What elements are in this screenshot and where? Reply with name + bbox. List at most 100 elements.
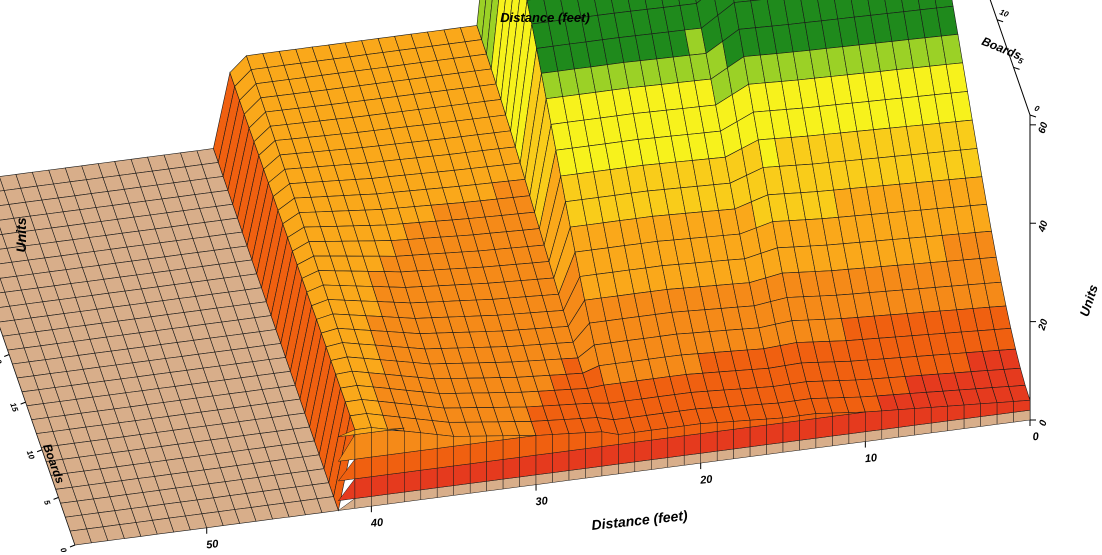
front-face-segment — [651, 427, 669, 441]
front-face-segment — [1013, 400, 1031, 413]
top-boards-tick-label: 10 — [998, 8, 1010, 20]
front-face-segment — [519, 435, 537, 458]
top-boards-tick — [1013, 66, 1020, 70]
left-boards-tick — [53, 496, 59, 500]
front-face-segment — [618, 432, 636, 445]
front-face-segment — [963, 403, 981, 420]
top-boards-tick — [1029, 114, 1037, 118]
bottom-distance-axis-title: Distance (feet) — [591, 507, 689, 533]
front-face-segment — [535, 434, 553, 456]
front-face-segment — [585, 446, 603, 469]
front-face-segment — [568, 448, 586, 471]
front-face-segment — [436, 465, 454, 488]
front-face-segment — [469, 461, 487, 484]
front-face-segment — [634, 429, 652, 443]
top-boards-tick-label: 0 — [1033, 104, 1041, 114]
front-face-segment — [387, 472, 405, 495]
left-boards-tick-label: 10 — [25, 449, 37, 461]
front-face-segment — [996, 401, 1014, 415]
top-distance-axis-title: Distance (feet) — [500, 10, 590, 25]
front-face-segment — [535, 452, 553, 476]
front-face-segment — [387, 452, 405, 475]
bottom-distance-tick-label: 10 — [864, 452, 878, 465]
front-face-segment — [519, 454, 537, 478]
front-face-segment — [716, 429, 734, 452]
right-units-tick-label: 0 — [1038, 418, 1050, 427]
front-face-segment — [568, 432, 586, 452]
left-boards-tick-label: 20 — [0, 353, 3, 366]
left-boards-tick — [69, 544, 76, 548]
top-boards-tick — [996, 19, 1004, 23]
front-face-segment — [601, 431, 619, 447]
front-face-segment — [585, 431, 603, 449]
front-face-segment — [667, 425, 685, 439]
front-face-segment — [371, 430, 389, 458]
front-face-segment — [404, 430, 422, 453]
front-face-segment — [420, 432, 438, 451]
bottom-distance-tick-label: 30 — [535, 495, 549, 508]
front-face-segment — [782, 420, 800, 443]
front-face-segment — [733, 426, 751, 450]
front-face-segment — [371, 454, 389, 477]
front-face-segment — [387, 427, 405, 431]
front-face-segment — [634, 439, 652, 463]
front-face-segment — [930, 405, 948, 424]
front-face-segment — [420, 448, 438, 471]
front-face-segment — [453, 443, 471, 467]
front-face-segment — [700, 431, 718, 454]
front-face-segment — [651, 437, 669, 460]
front-face-segment — [502, 437, 520, 460]
left-boards-tick-label: 15 — [8, 402, 20, 414]
right-units-tick-label: 60 — [1037, 121, 1051, 135]
left-boards-tick — [4, 354, 10, 357]
front-face-segment — [387, 430, 405, 456]
top-boards-tick-label: 5 — [1017, 56, 1025, 66]
front-face-segment — [601, 444, 619, 467]
left-boards-tick — [36, 449, 43, 453]
right-units-tick-label: 20 — [1036, 317, 1050, 332]
front-face-segment — [453, 463, 471, 486]
bottom-distance-tick-label: 50 — [206, 538, 220, 551]
left-units-axis-title: Units — [13, 217, 29, 252]
front-face-segment — [404, 469, 422, 493]
front-face-segment — [354, 456, 372, 480]
front-face-segment — [815, 416, 833, 439]
surface-mesh — [0, 0, 1031, 546]
front-face-segment — [667, 435, 685, 458]
front-face-segment — [552, 433, 570, 454]
front-face-segment — [436, 434, 454, 449]
front-face-segment — [618, 441, 636, 465]
front-face-segment — [700, 422, 718, 434]
front-face-segment — [947, 404, 965, 422]
surface-cell — [476, 0, 487, 40]
bottom-distance-tick-label: 40 — [369, 517, 384, 530]
front-face-segment — [898, 408, 915, 428]
front-face-segment — [420, 467, 438, 491]
bottom-distance-tick-label: 0 — [1032, 431, 1040, 444]
right-units-tick-label: 40 — [1036, 219, 1050, 234]
front-face-segment — [486, 459, 504, 482]
front-face-segment — [865, 410, 883, 432]
axis-ticks: 0102030405001020304050051015202530350510… — [0, 8, 1051, 555]
front-face-segment — [914, 407, 932, 426]
front-face-segment — [502, 457, 520, 480]
right-units-axis-title: Units — [1077, 283, 1101, 319]
front-face-segment — [881, 409, 899, 430]
front-face-segment — [519, 435, 537, 438]
front-face-segment — [980, 402, 998, 417]
left-boards-tick-label: 5 — [42, 499, 52, 507]
front-face-segment — [832, 413, 850, 437]
front-face-segment — [552, 450, 570, 473]
left-boards-tick — [20, 401, 26, 405]
front-face-segment — [848, 411, 866, 415]
front-face-segment — [749, 424, 767, 448]
front-face-segment — [354, 432, 372, 460]
front-face-segment — [848, 411, 866, 435]
bottom-distance-tick-label: 20 — [699, 473, 714, 486]
front-face-segment — [371, 474, 389, 497]
front-face-segment — [404, 450, 422, 473]
front-face-segment — [683, 423, 701, 436]
front-face-segment — [354, 476, 372, 499]
left-boards-tick-label: 0 — [58, 547, 68, 555]
